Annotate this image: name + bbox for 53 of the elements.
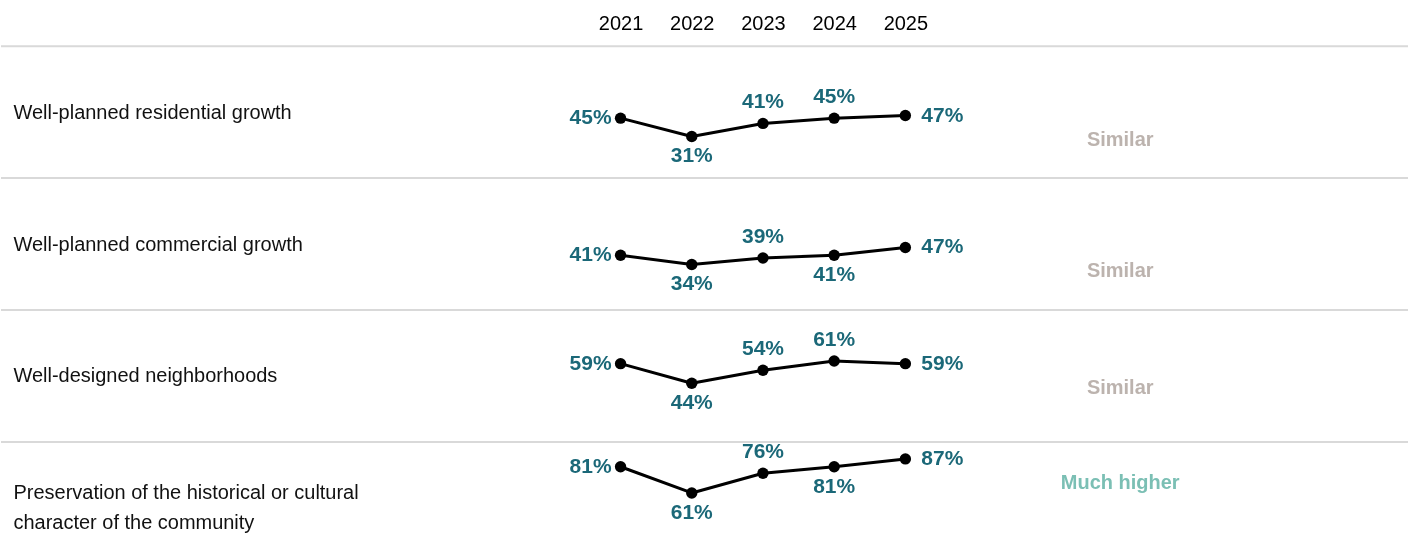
data-label: 41% bbox=[813, 262, 856, 286]
data-label: 81% bbox=[813, 473, 856, 497]
data-label: 61% bbox=[670, 499, 714, 523]
point bbox=[828, 461, 840, 473]
point bbox=[686, 487, 698, 499]
x-tick-label: 2023 bbox=[741, 11, 786, 34]
text: Similar bbox=[1086, 259, 1154, 282]
point bbox=[614, 357, 627, 370]
data-label: 59% bbox=[569, 350, 612, 374]
point bbox=[828, 355, 840, 367]
x-tick-label: 2022 bbox=[670, 11, 715, 34]
data-label: 44% bbox=[670, 390, 714, 414]
text: Similar bbox=[1086, 375, 1154, 398]
data-label: 39% bbox=[741, 223, 785, 247]
data-label: 76% bbox=[741, 439, 785, 463]
point bbox=[899, 241, 912, 254]
text: Much higher bbox=[1060, 470, 1180, 493]
point bbox=[757, 252, 769, 264]
point bbox=[614, 112, 627, 124]
data-label: 45% bbox=[569, 105, 612, 129]
point bbox=[899, 109, 912, 122]
data-label: 61% bbox=[813, 327, 856, 351]
point bbox=[899, 357, 912, 370]
y-axis-title: Preservation of the historical or cultural character of the community bbox=[13, 481, 359, 534]
data-label: 31% bbox=[670, 143, 714, 167]
data-label: 81% bbox=[569, 453, 612, 477]
text: Similar bbox=[1086, 127, 1154, 150]
data-label: 54% bbox=[741, 336, 785, 360]
point bbox=[757, 364, 769, 376]
point bbox=[686, 130, 698, 143]
data-label: 41% bbox=[569, 242, 612, 266]
data-label: 34% bbox=[670, 271, 714, 295]
point bbox=[686, 377, 698, 389]
data-label: 87% bbox=[921, 445, 964, 469]
data-label: 41% bbox=[741, 89, 785, 113]
data-label: 45% bbox=[813, 84, 856, 108]
point bbox=[757, 467, 769, 479]
y-axis-title: Well-planned commercial growth bbox=[13, 232, 303, 255]
data-label: 47% bbox=[921, 234, 964, 258]
point bbox=[614, 249, 627, 261]
y-axis-title: Well-planned residential growth bbox=[13, 100, 292, 123]
x-tick-label: 2024 bbox=[812, 11, 857, 34]
point bbox=[828, 112, 840, 124]
point bbox=[757, 117, 769, 130]
point bbox=[828, 249, 840, 261]
point bbox=[614, 461, 627, 473]
data-label: 59% bbox=[921, 350, 964, 374]
x-tick-label: 2025 bbox=[883, 11, 929, 34]
data-label: 47% bbox=[921, 102, 964, 126]
point bbox=[899, 453, 912, 465]
point bbox=[686, 258, 698, 271]
y-axis-title: Well-designed neighborhoods bbox=[13, 364, 278, 387]
x-tick-label: 2021 bbox=[598, 11, 644, 34]
